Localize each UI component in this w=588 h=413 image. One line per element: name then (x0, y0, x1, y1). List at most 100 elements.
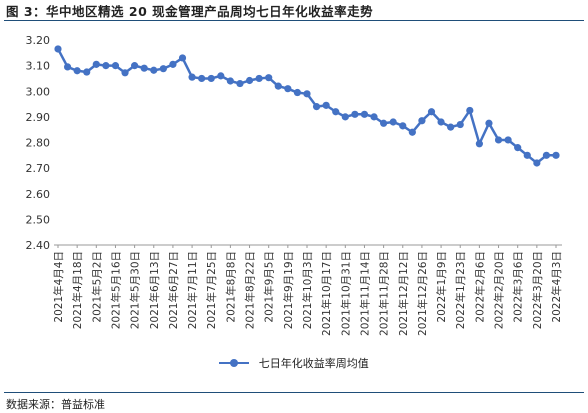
data-point (418, 117, 426, 125)
x-tick-label: 2022年3月20日 (531, 251, 544, 329)
y-tick-label: 3.10 (26, 60, 51, 73)
data-point (389, 118, 397, 126)
data-point (485, 119, 493, 127)
x-tick-label: 2021年10月3日 (301, 251, 314, 329)
data-point (102, 62, 110, 70)
x-tick-label: 2022年2月20日 (493, 251, 506, 329)
data-point (121, 69, 129, 77)
data-point (284, 85, 292, 93)
data-point (533, 159, 541, 167)
y-tick-label: 3.00 (26, 85, 51, 98)
x-tick-label: 2021年9月19日 (282, 251, 295, 329)
data-point (380, 119, 388, 127)
y-tick-label: 3.20 (26, 34, 51, 47)
x-axis: 2021年4月4日 2021年4月18日 2021年5月2日 2021年5月16日 20… (52, 244, 563, 336)
x-tick-label: 2021年5月30日 (129, 251, 142, 329)
data-point (475, 140, 483, 148)
y-tick-label: 2.50 (26, 213, 51, 226)
x-tick-label: 2021年6月13日 (148, 251, 161, 329)
data-point (92, 60, 100, 68)
legend-label: 七日年化收益率周均值 (258, 357, 369, 370)
x-tick-label: 2021年12月12日 (397, 251, 410, 336)
data-point (456, 120, 464, 129)
data-point (408, 128, 416, 136)
x-tick-label: 2022年2月6日 (473, 251, 486, 323)
data-point (466, 106, 474, 115)
x-tick-label: 2021年10月31日 (339, 251, 352, 336)
y-tick-label: 2.60 (26, 188, 51, 201)
x-tick-label: 2021年5月16日 (109, 251, 122, 329)
chart-title: 图 3：华中地区精选 20 现金管理产品周均七日年化收益率走势 (6, 4, 374, 19)
data-point (370, 113, 378, 121)
x-tick-label: 2021年9月5日 (263, 251, 276, 323)
series-group (54, 45, 560, 167)
y-tick-label: 2.40 (26, 239, 51, 252)
data-point (63, 63, 72, 71)
data-point (54, 45, 62, 53)
x-tick-label: 2021年7月11日 (186, 251, 199, 329)
footer-divider (4, 392, 584, 393)
title-divider (4, 20, 584, 21)
data-point (514, 144, 522, 152)
x-tick-label: 2021年11月28日 (378, 251, 391, 336)
x-tick-label: 2022年1月23日 (454, 251, 467, 329)
data-point (274, 82, 282, 90)
data-point (207, 74, 215, 83)
x-tick-label: 2021年4月18日 (71, 251, 84, 329)
x-tick-label: 2022年3月6日 (512, 251, 525, 323)
data-point (332, 108, 340, 116)
data-point (178, 54, 187, 62)
y-axis: 3.20 3.10 3.00 2.90 2.80 2.70 2.60 2.50 2.40 (26, 34, 51, 252)
data-point (293, 88, 302, 97)
x-tick-label: 2021年10月17日 (320, 251, 333, 336)
data-point (351, 110, 359, 118)
data-point (236, 79, 244, 88)
x-tick-label: 2022年4月3日 (550, 251, 563, 323)
data-point (140, 64, 148, 72)
data-point (226, 77, 234, 85)
x-tick-label: 2022年1月9日 (435, 251, 448, 323)
x-tick-label: 2021年6月27日 (167, 251, 180, 329)
data-point (245, 76, 254, 85)
data-point (552, 151, 560, 159)
data-point (169, 60, 177, 68)
y-tick-label: 2.90 (26, 111, 51, 124)
x-tick-label: 2021年4月4日 (52, 251, 65, 323)
data-point (523, 151, 531, 159)
source-note: 数据来源：普益标准 (6, 398, 105, 411)
data-point (437, 118, 445, 126)
data-point (159, 65, 167, 73)
legend-swatch (219, 358, 250, 368)
data-point (447, 123, 455, 131)
x-tick-label: 2021年7月25日 (205, 251, 218, 329)
y-tick-label: 2.80 (26, 137, 51, 150)
data-point (399, 122, 407, 130)
data-point (322, 101, 330, 109)
data-point (198, 74, 206, 83)
data-point (73, 67, 81, 75)
x-tick-label: 2021年11月14日 (358, 251, 371, 336)
data-point (303, 90, 311, 98)
data-point (360, 110, 369, 118)
legend: 七日年化收益率周均值 (0, 355, 588, 371)
data-point (217, 72, 225, 80)
data-point (255, 74, 263, 83)
x-tick-label: 2021年12月26日 (416, 251, 429, 336)
data-point (427, 108, 436, 116)
x-tick-label: 2021年5月2日 (90, 251, 103, 323)
data-point (111, 62, 120, 70)
data-point (494, 136, 503, 144)
data-point (265, 74, 273, 82)
data-point (131, 62, 139, 70)
data-point (341, 113, 349, 121)
data-point (150, 66, 158, 74)
data-point (542, 151, 551, 159)
data-point (504, 136, 512, 144)
x-tick-label: 2021年8月8日 (224, 251, 237, 323)
data-point (312, 103, 321, 111)
x-tick-label: 2021年8月22日 (244, 251, 257, 329)
y-tick-label: 2.70 (26, 162, 51, 175)
data-point (188, 73, 196, 81)
data-point (83, 68, 91, 76)
